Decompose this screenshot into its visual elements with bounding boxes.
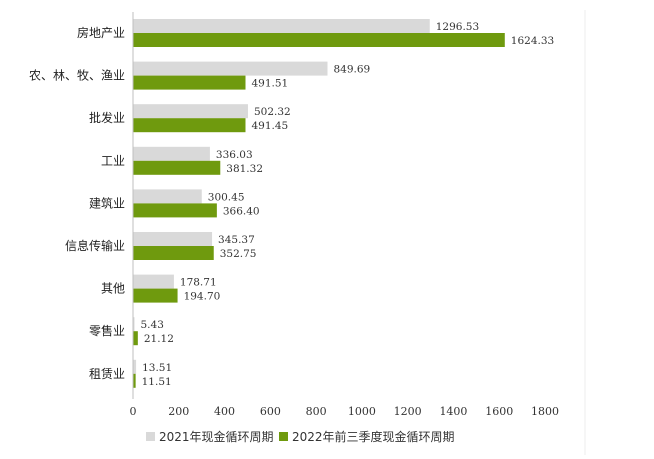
bar-2022 xyxy=(133,75,246,90)
x-tick-label: 600 xyxy=(260,405,281,418)
category-label: 建筑业 xyxy=(89,195,125,210)
category-label: 租赁业 xyxy=(89,367,125,381)
bar-2022 xyxy=(133,160,221,175)
x-tick-label: 1000 xyxy=(348,405,376,418)
data-label: 178.71 xyxy=(180,277,217,289)
data-label: 11.51 xyxy=(142,376,172,388)
bar-2021 xyxy=(133,104,248,119)
data-label: 491.51 xyxy=(252,78,289,90)
category-label: 其他 xyxy=(101,282,125,296)
bar-2022 xyxy=(133,203,217,218)
bar-2021 xyxy=(133,232,213,246)
data-label: 345.37 xyxy=(218,234,255,246)
data-label: 366.40 xyxy=(223,205,260,217)
bar-2021 xyxy=(133,359,137,374)
data-label: 502.32 xyxy=(254,106,291,118)
x-tick-label: 0 xyxy=(130,405,137,418)
category-label: 房地产业 xyxy=(77,25,125,40)
x-tick-label: 1800 xyxy=(531,405,559,418)
legend-swatch-2021 xyxy=(146,432,155,441)
legend-label-2022: 2022年前三季度现金循环周期 xyxy=(292,429,455,444)
data-label: 491.45 xyxy=(251,120,288,132)
x-tick-label: 800 xyxy=(306,405,327,418)
legend-swatch-2022 xyxy=(279,432,288,441)
data-label: 352.75 xyxy=(220,248,257,260)
legend-label-2021: 2021年现金循环周期 xyxy=(159,429,274,444)
bar-2022 xyxy=(133,288,178,303)
bar-2021 xyxy=(133,61,328,76)
category-label: 农、林、牧、渔业 xyxy=(29,69,125,83)
x-tick-label: 1600 xyxy=(485,405,513,418)
data-label: 1296.53 xyxy=(436,21,479,33)
bar-2021 xyxy=(133,19,430,33)
bar-2022 xyxy=(133,118,246,133)
bar-2021 xyxy=(133,274,174,289)
data-label: 21.12 xyxy=(144,333,174,345)
x-tick-label: 400 xyxy=(214,405,235,418)
bar-2021 xyxy=(133,317,135,332)
data-label: 194.70 xyxy=(184,291,221,303)
bar-2021 xyxy=(133,189,202,204)
x-tick-label: 1400 xyxy=(439,405,467,418)
data-label: 13.51 xyxy=(142,362,172,374)
data-label: 849.69 xyxy=(333,64,370,76)
x-tick-label: 200 xyxy=(168,405,189,418)
bar-2021 xyxy=(133,146,210,161)
bar-2022 xyxy=(133,33,505,47)
category-label: 信息传输业 xyxy=(65,238,125,253)
data-label: 300.45 xyxy=(208,191,245,203)
bar-2022 xyxy=(133,246,214,260)
x-tick-label: 1200 xyxy=(394,405,422,418)
bar-2022 xyxy=(133,373,136,388)
data-label: 5.43 xyxy=(141,319,164,331)
data-label: 381.32 xyxy=(226,163,263,175)
data-label: 1624.33 xyxy=(511,35,554,47)
category-label: 批发业 xyxy=(89,110,125,125)
category-label: 零售业 xyxy=(89,323,125,338)
bar-2022 xyxy=(133,331,138,346)
data-label: 336.03 xyxy=(216,149,253,161)
category-label: 工业 xyxy=(101,154,125,168)
